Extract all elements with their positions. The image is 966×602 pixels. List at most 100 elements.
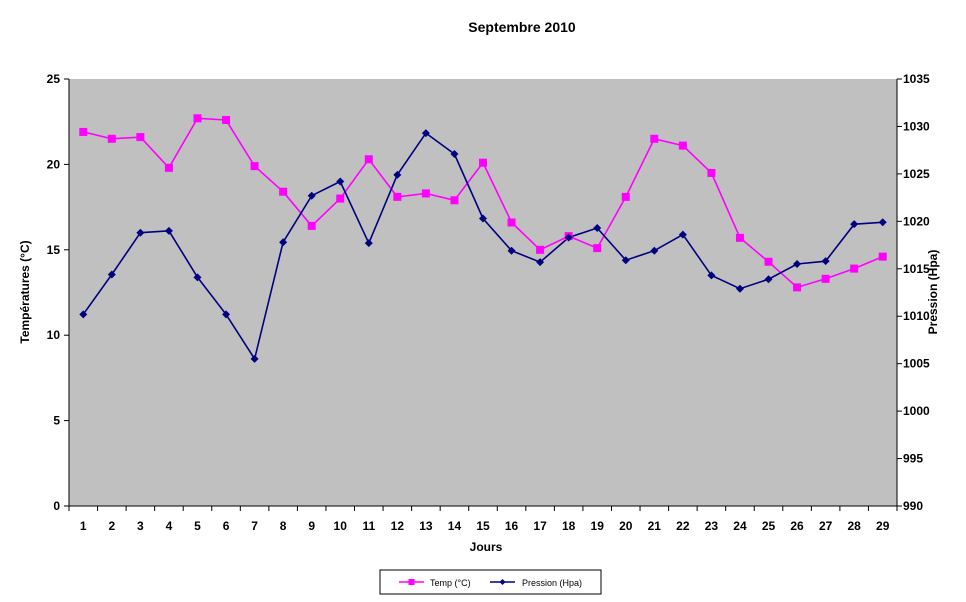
pressure-point <box>735 284 744 293</box>
temp-point <box>307 221 316 230</box>
temp-point <box>222 115 231 124</box>
pressure-point <box>222 310 231 319</box>
pressure-point <box>536 258 545 267</box>
temp-point <box>764 257 773 266</box>
pressure-point <box>164 226 173 235</box>
x-tick-label: 28 <box>847 519 861 533</box>
temp-point <box>393 192 402 201</box>
pressure-point <box>421 129 430 138</box>
y-axis-label: Températures (°C) <box>18 240 32 343</box>
pressure-point <box>107 270 116 279</box>
x-tick-label: 27 <box>819 519 833 533</box>
y2-tick-label: 1025 <box>903 167 930 181</box>
legend-marker <box>408 579 415 585</box>
temp-point <box>707 168 716 177</box>
y2-tick-label: 990 <box>903 499 923 513</box>
pressure-point <box>450 149 459 158</box>
x-tick-label: 13 <box>419 519 433 533</box>
temp-point <box>79 127 88 136</box>
x-tick-label: 20 <box>619 519 633 533</box>
temp-point <box>507 218 516 227</box>
temp-point <box>850 264 859 273</box>
x-tick-label: 5 <box>194 519 201 533</box>
x-axis-label: Jours <box>470 540 503 554</box>
x-tick-label: 10 <box>334 519 348 533</box>
y-tick-label: 15 <box>47 243 61 257</box>
legend-marker <box>499 579 506 585</box>
pressure-point <box>364 239 373 248</box>
temp-point <box>621 192 630 201</box>
temp-point <box>136 133 145 142</box>
x-tick-label: 17 <box>533 519 547 533</box>
pressure-point <box>479 214 487 223</box>
y2-tick-label: 1030 <box>903 119 930 133</box>
temp-point <box>107 134 116 143</box>
chart-title: Septembre 2010 <box>468 19 576 35</box>
x-tick-label: 8 <box>280 519 287 533</box>
temp-point <box>279 187 288 196</box>
y-tick-label: 5 <box>53 414 60 428</box>
y-tick-label: 10 <box>47 328 61 342</box>
plot-area <box>69 79 897 506</box>
x-tick-label: 21 <box>648 519 662 533</box>
x-tick-label: 7 <box>251 519 258 533</box>
x-tick-label: 29 <box>876 519 890 533</box>
temp-point <box>878 252 887 261</box>
x-tick-label: 19 <box>591 519 605 533</box>
temp-point <box>164 163 173 172</box>
y2-tick-label: 1020 <box>903 214 930 228</box>
temp-point <box>250 162 259 171</box>
x-tick-label: 9 <box>308 519 315 533</box>
pressure-point <box>650 246 659 255</box>
temp-point <box>650 134 659 143</box>
pressure-point <box>678 230 687 239</box>
pressure-point <box>336 177 345 186</box>
y2-tick-label: 1010 <box>903 309 930 323</box>
temp-point <box>678 141 687 150</box>
y2-axis-label: Pression (Hpa) <box>926 250 940 335</box>
pressure-point <box>621 256 630 265</box>
pressure-point <box>279 238 288 247</box>
y-tick-label: 25 <box>47 72 61 86</box>
y2-tick-label: 1015 <box>903 262 930 276</box>
x-tick-label: 15 <box>476 519 490 533</box>
pressure-point <box>193 273 202 282</box>
x-tick-label: 11 <box>362 519 375 533</box>
temp-point <box>450 196 459 205</box>
temp-point <box>336 194 345 203</box>
pressure-point <box>878 218 887 227</box>
temp-point <box>735 233 744 242</box>
temp-point <box>593 244 602 253</box>
x-tick-label: 3 <box>137 519 144 533</box>
legend-label: Temp (°C) <box>430 578 471 588</box>
pressure-point <box>850 220 859 229</box>
y2-tick-label: 1000 <box>903 404 930 418</box>
pressure-point <box>507 246 516 255</box>
x-tick-label: 22 <box>676 519 690 533</box>
temp-point <box>364 155 373 164</box>
x-tick-label: 14 <box>448 519 462 533</box>
pressure-point <box>593 223 602 232</box>
y-tick-label: 20 <box>47 157 61 171</box>
pressure-point <box>136 228 145 237</box>
legend-label: Pression (Hpa) <box>522 578 582 588</box>
temp-point <box>421 189 430 198</box>
x-tick-label: 4 <box>166 519 173 533</box>
x-tick-label: 1 <box>80 519 87 533</box>
x-tick-label: 24 <box>733 519 747 533</box>
pressure-point <box>564 233 573 242</box>
x-tick-label: 6 <box>223 519 230 533</box>
y2-tick-label: 1005 <box>903 357 930 371</box>
pressure-point <box>793 260 802 269</box>
x-tick-label: 16 <box>505 519 519 533</box>
pressure-point <box>764 275 773 284</box>
legend: Temp (°C) Pression (Hpa) <box>379 569 602 595</box>
pressure-point <box>393 170 402 179</box>
pressure-point <box>821 257 830 266</box>
pressure-point <box>250 354 259 363</box>
x-tick-label: 23 <box>705 519 719 533</box>
temp-point <box>821 274 830 283</box>
pressure-point <box>307 191 316 200</box>
temp-point <box>536 245 545 254</box>
